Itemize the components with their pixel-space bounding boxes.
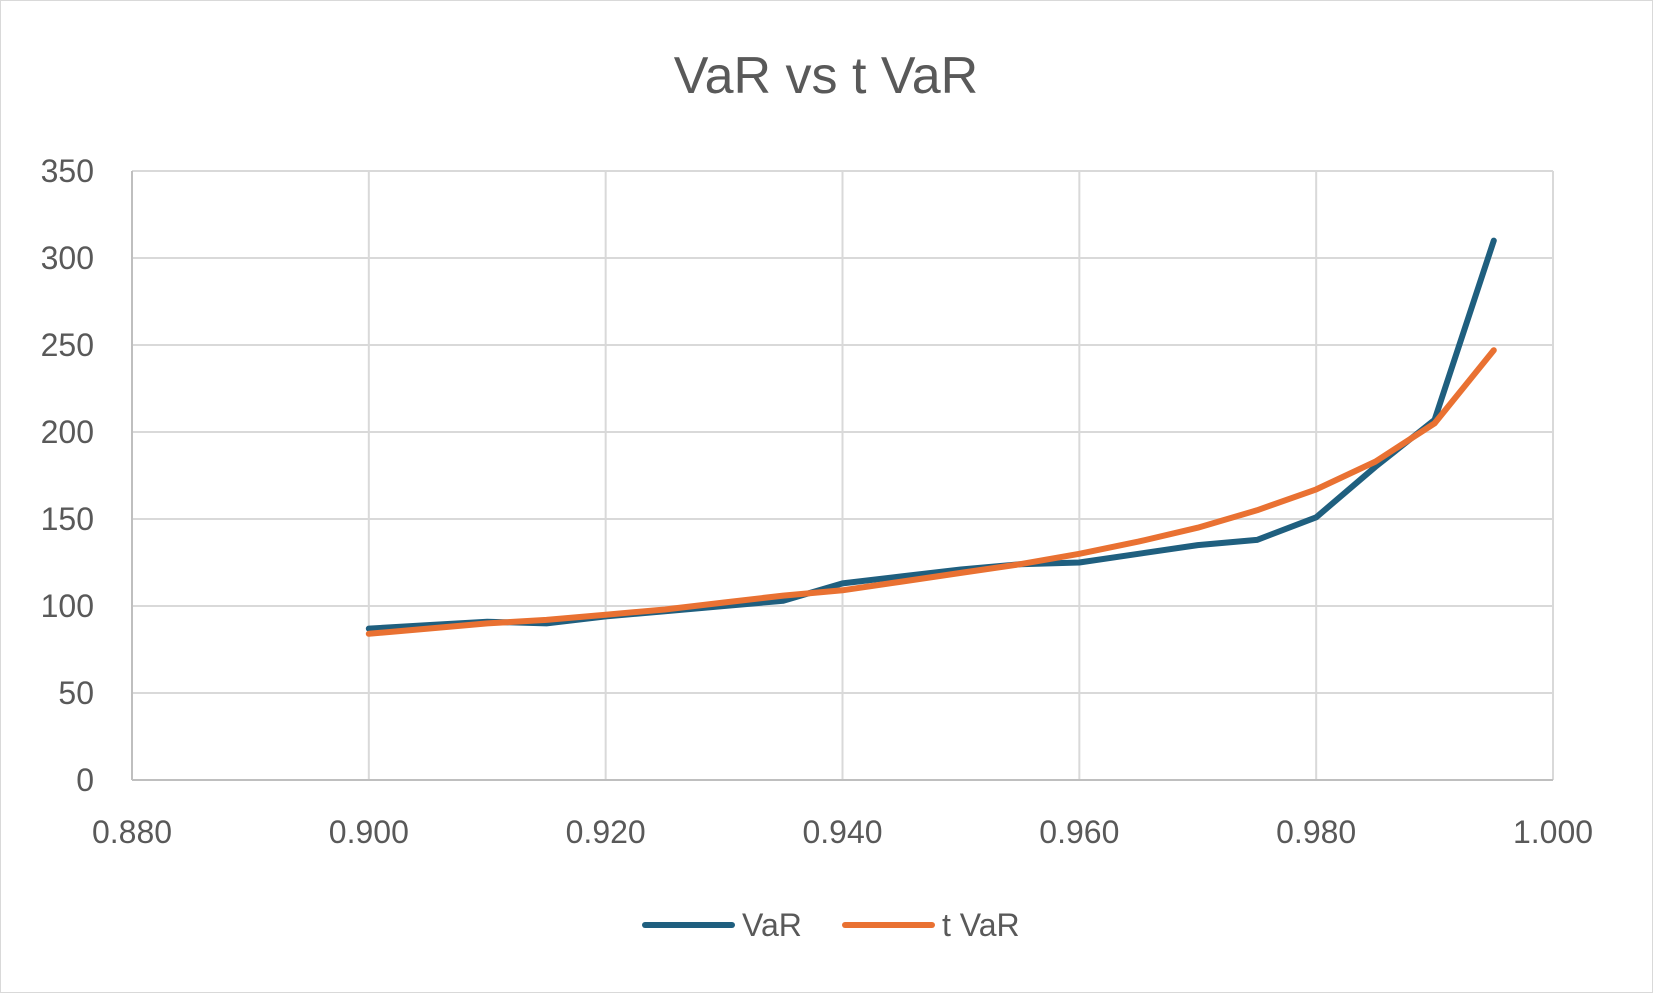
y-tick-label: 350 (41, 153, 94, 189)
y-tick-label: 150 (41, 501, 94, 537)
y-axis-ticks: 0 50 100 150 200 250 300 350 (41, 153, 94, 798)
series-line-var (365, 237, 1497, 632)
x-tick-label: 0.920 (566, 814, 646, 850)
x-tick-label: 0.880 (92, 814, 172, 850)
y-tick-label: 100 (41, 588, 94, 624)
series-lines (365, 237, 1497, 637)
legend-label: t VaR (942, 907, 1020, 943)
axes (131, 171, 1553, 781)
chart-title: VaR vs t VaR (674, 47, 978, 105)
legend: VaR t VaR (642, 907, 1020, 943)
x-tick-label: 0.960 (1039, 814, 1119, 850)
x-tick-label: 0.940 (802, 814, 882, 850)
legend-label: VaR (742, 907, 802, 943)
y-tick-label: 0 (76, 762, 94, 798)
gridlines (132, 170, 1554, 780)
y-tick-label: 300 (41, 240, 94, 276)
x-axis-ticks: 0.880 0.900 0.920 0.940 0.960 0.980 1.000 (92, 814, 1593, 850)
x-tick-label: 1.000 (1513, 814, 1593, 850)
x-tick-label: 0.980 (1276, 814, 1356, 850)
y-tick-label: 250 (41, 327, 94, 363)
x-tick-label: 0.900 (329, 814, 409, 850)
series-line-t-var (365, 347, 1497, 637)
y-tick-label: 50 (58, 675, 94, 711)
y-tick-label: 200 (41, 414, 94, 450)
